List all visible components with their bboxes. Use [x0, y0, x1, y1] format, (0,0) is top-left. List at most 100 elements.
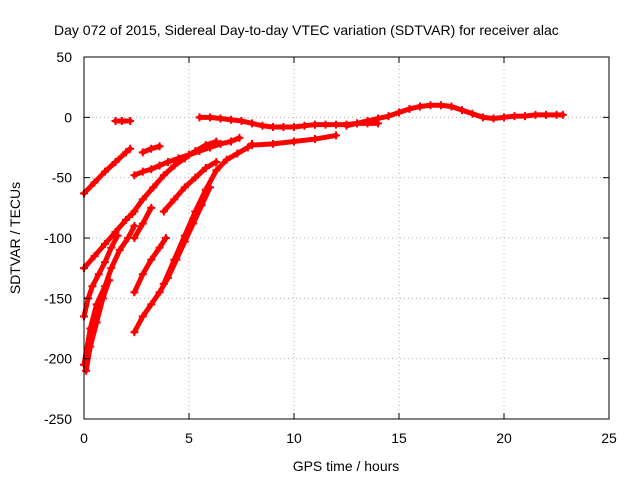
- data-point: [227, 115, 235, 124]
- data-point: [201, 185, 210, 194]
- x-tick-label: 5: [185, 430, 193, 446]
- data-point: [500, 113, 508, 122]
- data-point: [149, 183, 158, 192]
- x-tick-label: 25: [601, 430, 617, 446]
- data-point: [558, 110, 567, 119]
- data-point: [126, 144, 135, 153]
- data-point: [384, 112, 393, 121]
- data-point: [130, 234, 139, 242]
- series-arc-2: [111, 116, 135, 125]
- data-point: [117, 116, 126, 125]
- data-point: [468, 109, 477, 118]
- data-point: [269, 122, 277, 131]
- data-point: [86, 342, 95, 351]
- data-point: [138, 270, 147, 279]
- data-point: [180, 154, 189, 163]
- data-point: [191, 207, 200, 216]
- data-point: [113, 231, 122, 240]
- data-point: [180, 231, 189, 240]
- data-point: [105, 276, 114, 285]
- data-trace: [344, 102, 566, 129]
- data-point: [94, 270, 103, 279]
- data-point: [159, 207, 168, 216]
- data-point: [332, 131, 340, 140]
- data-point: [147, 300, 156, 309]
- data-point: [332, 120, 340, 129]
- tick-labels: -250 -200 -150 -100 -50 0 50 0 5 10 15 20 25: [44, 49, 617, 446]
- data-point: [88, 282, 97, 291]
- data-point: [159, 171, 168, 180]
- data-point: [164, 157, 172, 166]
- data-point: [147, 203, 156, 212]
- data-point: [248, 119, 256, 128]
- data-series: [80, 101, 567, 375]
- data-point: [279, 122, 288, 131]
- data-point: [138, 312, 147, 321]
- data-point: [235, 133, 244, 142]
- data-point: [159, 279, 168, 288]
- data-point: [510, 112, 519, 121]
- data-point: [212, 137, 221, 146]
- data-point: [458, 106, 466, 115]
- data-point: [147, 144, 156, 153]
- data-point: [147, 255, 156, 264]
- data-point: [206, 113, 214, 122]
- series-arc-10: [128, 137, 221, 218]
- data-point: [426, 101, 435, 110]
- y-tick-label: -100: [44, 230, 72, 246]
- data-point: [130, 328, 139, 337]
- series-arc-11: [130, 234, 170, 297]
- data-point: [489, 114, 498, 123]
- data-trace: [81, 208, 137, 271]
- data-point: [243, 143, 252, 152]
- data-point: [115, 246, 124, 255]
- data-point: [138, 195, 147, 204]
- x-tick-label: 15: [391, 430, 407, 446]
- data-point: [447, 102, 456, 111]
- x-axis-label: GPS time / hours: [293, 458, 400, 474]
- data-point: [479, 113, 487, 122]
- series-arc-8: [138, 142, 164, 157]
- data-point: [155, 161, 164, 170]
- data-point: [342, 121, 351, 130]
- data-point: [405, 104, 414, 113]
- y-tick-label: 50: [56, 49, 72, 65]
- series-arc-15: [248, 131, 340, 150]
- y-tick-label: -250: [44, 411, 72, 427]
- data-point: [147, 165, 156, 174]
- data-point: [269, 139, 277, 148]
- data-point: [92, 318, 101, 327]
- data-point: [111, 157, 120, 166]
- data-point: [180, 183, 189, 192]
- data-point: [222, 155, 231, 164]
- y-axis-label: SDTVAR / TECUs: [7, 182, 23, 294]
- data-point: [107, 243, 116, 252]
- y-tick-label: 0: [64, 109, 72, 125]
- data-point: [201, 141, 210, 150]
- series-arc-17: [342, 101, 567, 130]
- data-point: [126, 116, 135, 125]
- data-point: [311, 135, 319, 144]
- data-point: [290, 137, 298, 146]
- data-point: [212, 166, 221, 175]
- data-point: [90, 252, 99, 261]
- data-point: [216, 139, 225, 148]
- y-tick-label: -150: [44, 290, 72, 306]
- data-point: [98, 294, 107, 303]
- data-point: [321, 120, 330, 129]
- data-point: [170, 161, 179, 170]
- data-point: [90, 178, 99, 187]
- x-tick-label: 10: [286, 430, 302, 446]
- data-point: [122, 148, 130, 157]
- data-point: [170, 255, 179, 264]
- data-point: [161, 234, 170, 242]
- data-point: [107, 264, 116, 273]
- data-point: [101, 167, 109, 176]
- series-arc-14: [159, 157, 221, 216]
- data-trace: [81, 223, 137, 368]
- data-point: [195, 113, 204, 122]
- data-point: [155, 288, 164, 297]
- series-arc-13: [159, 139, 256, 288]
- data-point: [363, 116, 372, 125]
